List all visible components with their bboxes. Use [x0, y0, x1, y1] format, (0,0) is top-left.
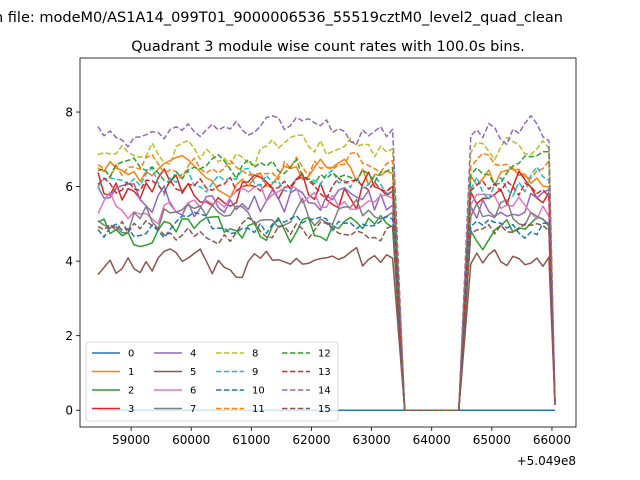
x-tick-label: 59000	[112, 433, 150, 447]
legend-label-2: 2	[128, 386, 134, 397]
y-tick-label: 4	[65, 255, 73, 269]
legend-label-10: 10	[252, 386, 265, 397]
series-line-6	[97, 183, 556, 411]
x-tick-label: 62000	[292, 433, 330, 447]
y-tick-label: 2	[65, 329, 73, 343]
series-line-5	[97, 246, 556, 411]
x-tick-label: 60000	[172, 433, 210, 447]
x-offset-label: +5.049e8	[517, 454, 576, 468]
y-tick-label: 6	[65, 180, 73, 194]
series-line-2	[97, 214, 556, 411]
legend-box	[85, 341, 339, 422]
legend-label-14: 14	[318, 386, 331, 397]
series-line-15	[97, 216, 556, 411]
y-tick-label: 8	[65, 106, 73, 120]
legend-label-9: 9	[252, 367, 258, 378]
legend-label-8: 8	[252, 349, 258, 360]
x-tick-label: 61000	[232, 433, 270, 447]
series-line-7	[97, 197, 556, 411]
legend-label-7: 7	[190, 404, 196, 415]
series-line-14	[97, 114, 556, 411]
legend-label-15: 15	[318, 404, 331, 415]
series-line-13	[97, 176, 556, 411]
legend-label-1: 1	[128, 367, 134, 378]
series-line-11	[97, 151, 556, 411]
x-tick-label: 66000	[533, 433, 571, 447]
chart-title: Quadrant 3 module wise count rates with …	[131, 39, 525, 55]
legend-label-4: 4	[190, 349, 196, 360]
legend-label-3: 3	[128, 404, 134, 415]
legend-label-5: 5	[190, 367, 196, 378]
legend-label-0: 0	[128, 349, 134, 360]
legend-label-11: 11	[252, 404, 265, 415]
figure-suptitle: n file: modeM0/AS1A14_099T01_9000006536_…	[0, 10, 563, 26]
plot-frame	[79, 57, 577, 428]
legend-label-6: 6	[190, 386, 196, 397]
x-tick-label: 63000	[352, 433, 390, 447]
x-tick-label: 64000	[413, 433, 451, 447]
series-line-12	[97, 150, 556, 411]
legend-label-13: 13	[318, 367, 331, 378]
series-layer	[97, 114, 556, 411]
y-tick-label: 0	[65, 404, 73, 418]
series-line-9	[97, 166, 556, 411]
x-tick-label: 65000	[473, 433, 511, 447]
axes-layer: 59000 60000 61000 62000 63000 64000 65000 66000…	[65, 57, 577, 447]
legend-label-12: 12	[318, 349, 331, 360]
series-line-1	[97, 154, 556, 411]
